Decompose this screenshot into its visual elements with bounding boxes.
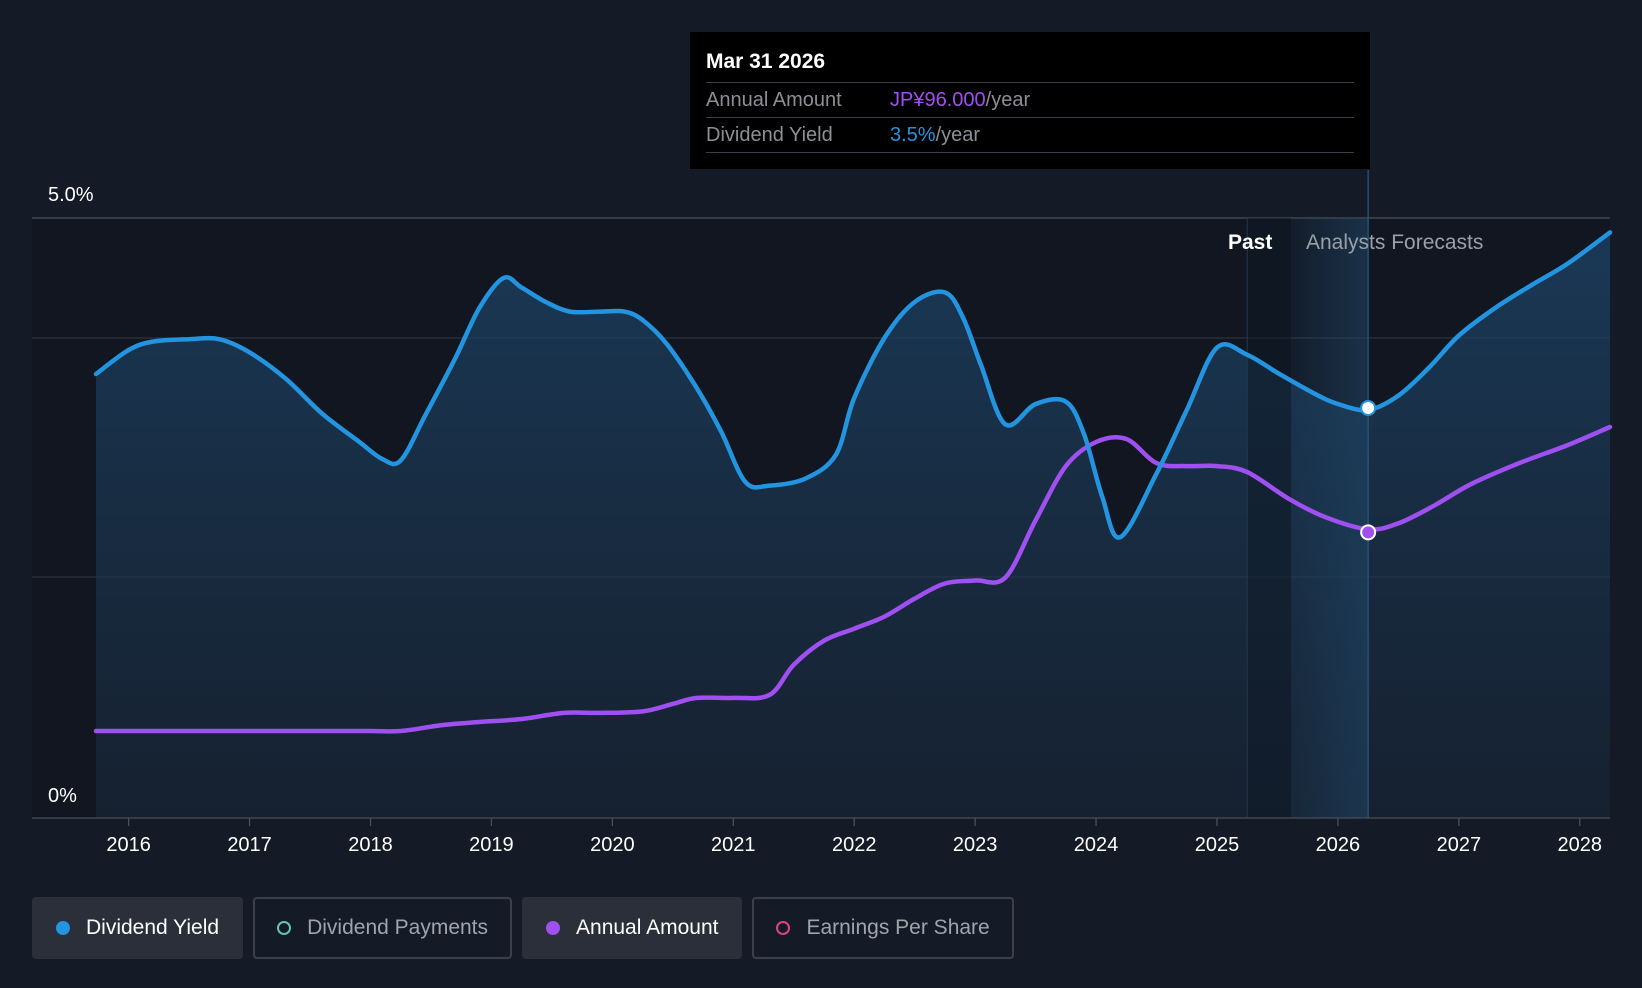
legend-dividend-payments-dot-icon — [277, 921, 292, 935]
y-tick-label-max: 5.0% — [48, 184, 94, 206]
legend-dividend-payments[interactable]: Dividend Payments — [253, 897, 513, 959]
tooltip-yield-label: Dividend Yield — [706, 124, 833, 146]
y-tick-label-zero: 0% — [48, 785, 77, 807]
annual-amount-line — [93, 424, 1613, 734]
x-tick-label-2025: 2025 — [1195, 834, 1240, 856]
x-tick-label-2027: 2027 — [1437, 834, 1482, 856]
tooltip-yield-value: 3.5% — [890, 124, 936, 146]
past-region-label: Past — [1228, 231, 1272, 254]
x-tick-label-2026: 2026 — [1316, 834, 1361, 856]
dividend-yield-line — [93, 230, 1613, 540]
legend-dividend-payments-label: Dividend Payments — [307, 916, 489, 939]
legend-annual-amount-label: Annual Amount — [576, 916, 719, 939]
forecast-region-label: Analysts Forecasts — [1306, 231, 1483, 254]
tooltip-annual-row: Annual Amount JP¥96.000 /year — [706, 83, 1354, 118]
x-tick-label-2019: 2019 — [469, 834, 514, 856]
legend: Dividend Yield Dividend Payments Annual … — [32, 897, 1024, 959]
legend-dividend-yield-label: Dividend Yield — [86, 916, 220, 939]
dividend-yield-area — [96, 232, 1610, 818]
x-tick-label-2024: 2024 — [1074, 834, 1119, 856]
legend-earnings-per-share-dot-icon — [776, 921, 791, 935]
x-tick-label-2016: 2016 — [106, 834, 151, 856]
dividend-yield-marker — [1360, 400, 1377, 416]
x-tick-label-2018: 2018 — [348, 834, 393, 856]
x-tick-label-2028: 2028 — [1558, 834, 1603, 856]
legend-earnings-per-share-label: Earnings Per Share — [806, 916, 990, 939]
x-tick-label-2020: 2020 — [590, 834, 635, 856]
tooltip-yield-unit: /year — [935, 124, 981, 146]
legend-annual-amount[interactable]: Annual Amount — [522, 897, 743, 959]
tooltip: Mar 31 2026 Annual Amount JP¥96.000 /yea… — [690, 32, 1370, 169]
past-region-shade — [1247, 218, 1291, 818]
legend-annual-amount-dot-icon — [546, 921, 561, 935]
x-tick-label-2023: 2023 — [953, 834, 998, 856]
x-tick-label-2017: 2017 — [227, 834, 272, 856]
legend-dividend-yield-dot-icon — [56, 921, 70, 935]
x-tick-label-2021: 2021 — [711, 834, 756, 856]
tooltip-annual-value: JP¥96.000 — [890, 89, 986, 111]
annual-amount-marker — [1360, 524, 1377, 541]
legend-dividend-yield[interactable]: Dividend Yield — [32, 897, 244, 959]
tooltip-yield-row: Dividend Yield 3.5% /year — [706, 118, 1354, 153]
x-tick-label-2022: 2022 — [832, 834, 877, 856]
tooltip-annual-unit: /year — [985, 89, 1031, 111]
tooltip-annual-label: Annual Amount — [706, 89, 842, 111]
tooltip-date: Mar 31 2026 — [706, 32, 1354, 83]
legend-earnings-per-share[interactable]: Earnings Per Share — [752, 897, 1014, 959]
